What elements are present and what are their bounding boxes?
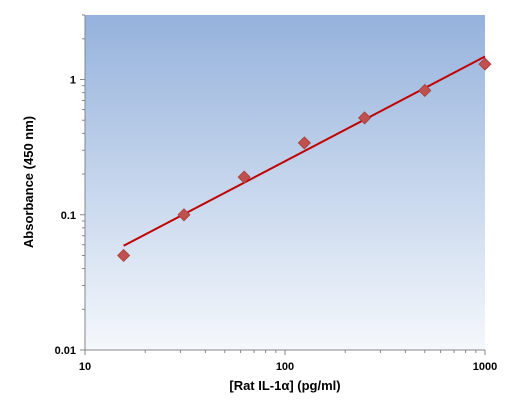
y-tick-label: 1 xyxy=(70,75,76,87)
x-tick-label: 100 xyxy=(276,361,294,373)
y-axis-title: Absorbance (450 nm) xyxy=(21,116,36,248)
axes xyxy=(80,14,486,355)
y-tick-label: 0.01 xyxy=(55,345,76,357)
tick-labels-layer: 10 100 1000 0.01 0.1 1 xyxy=(55,75,498,373)
x-tick-label: 1000 xyxy=(473,361,497,373)
data-point xyxy=(297,136,311,150)
data-point xyxy=(478,57,492,71)
x-axis-title: [Rat IL-1α] (pg/ml) xyxy=(229,378,340,393)
x-tick-label: 10 xyxy=(79,361,91,373)
data-point xyxy=(358,111,372,125)
data-points-layer xyxy=(117,57,492,263)
data-point xyxy=(418,83,432,98)
data-point xyxy=(177,208,191,222)
data-point xyxy=(117,248,131,263)
plot-area xyxy=(85,15,485,350)
y-tick-label: 0.1 xyxy=(61,210,76,222)
data-point xyxy=(237,170,251,184)
